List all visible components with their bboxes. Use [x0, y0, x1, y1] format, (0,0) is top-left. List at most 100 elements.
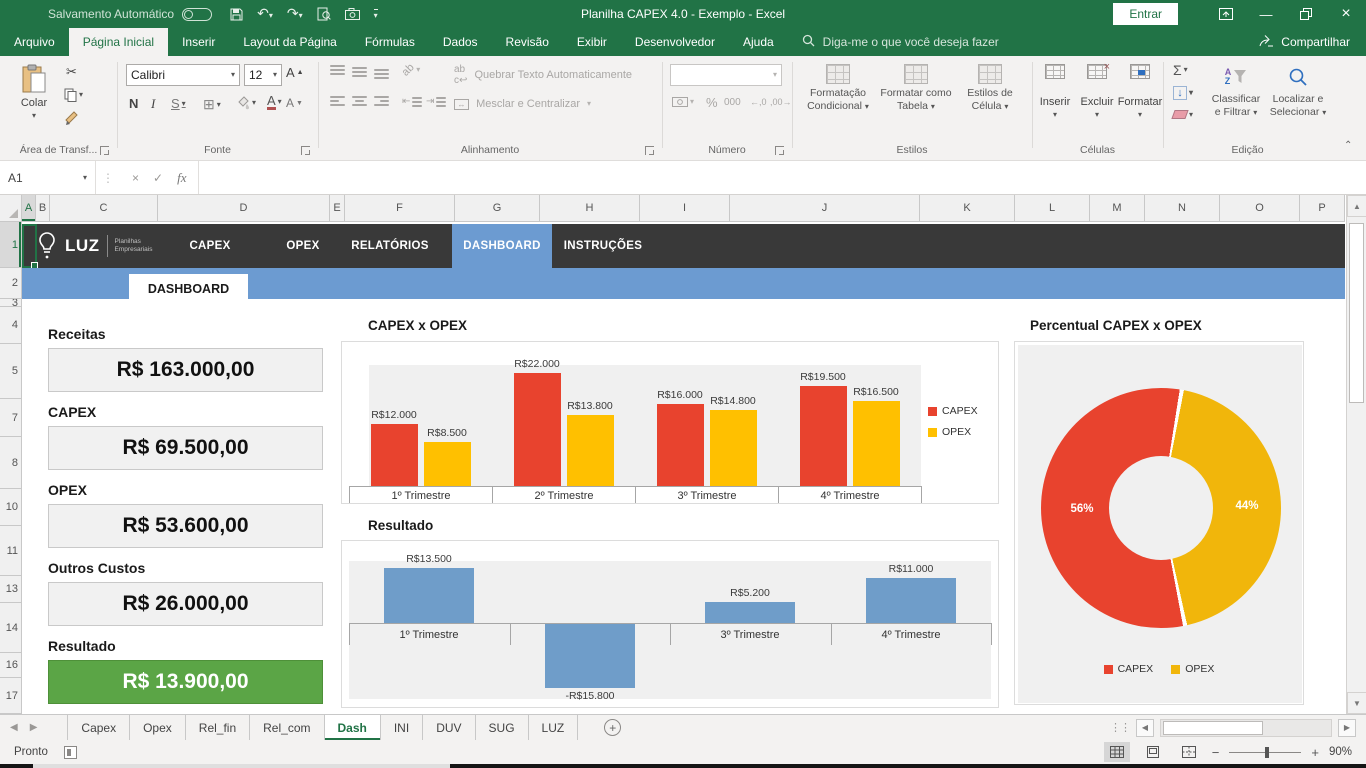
column-header-G[interactable]: G — [455, 195, 540, 221]
font-name-combo[interactable]: Calibri▾ — [126, 64, 240, 86]
column-header-L[interactable]: L — [1015, 195, 1090, 221]
sheet-tab-dash[interactable]: Dash — [325, 715, 381, 740]
comma-style-button[interactable]: 000 — [724, 97, 741, 108]
tab-desenvolvedor[interactable]: Desenvolvedor — [621, 28, 729, 56]
wrap-text-button[interactable]: abc↩ Quebrar Texto Automaticamente — [454, 64, 632, 86]
nav-item-opex[interactable]: OPEX — [270, 224, 336, 268]
collapse-ribbon-button[interactable]: ⌃ — [1344, 140, 1352, 151]
tab-dados[interactable]: Dados — [429, 28, 492, 56]
cut-button[interactable]: ✂ — [66, 64, 77, 80]
scrollbar-splitter[interactable]: ⋮⋮ — [1110, 721, 1130, 734]
format-painter-button[interactable] — [65, 111, 79, 125]
cancel-entry-icon[interactable]: × — [132, 171, 139, 185]
sheet-tab-sug[interactable]: SUG — [476, 715, 529, 740]
nav-item-dashboard[interactable]: DASHBOARD — [452, 224, 552, 268]
vertical-scrollbar[interactable]: ▲ ▼ — [1346, 195, 1366, 714]
sheet-tab-luz[interactable]: LUZ — [529, 715, 579, 740]
zoom-slider[interactable] — [1229, 752, 1301, 753]
sheet-nav-right-icon[interactable]: ▶ — [30, 722, 38, 733]
sheet-tab-rel_com[interactable]: Rel_com — [250, 715, 324, 740]
column-header-H[interactable]: H — [540, 195, 640, 221]
insert-function-icon[interactable]: fx — [177, 170, 186, 186]
vertical-scroll-thumb[interactable] — [1349, 223, 1364, 403]
align-bottom-icon[interactable] — [374, 69, 389, 79]
align-right-icon[interactable] — [374, 96, 389, 106]
print-preview-icon[interactable] — [317, 7, 331, 21]
column-header-B[interactable]: B — [36, 195, 50, 221]
underline-button[interactable]: S▾ — [171, 96, 186, 111]
row-header-3[interactable]: 3 — [0, 299, 21, 307]
paste-button[interactable]: Colar ▾ — [10, 60, 58, 140]
font-size-combo[interactable]: 12▾ — [244, 64, 282, 86]
normal-view-button[interactable] — [1104, 742, 1130, 762]
decrease-indent-icon[interactable]: ⇤ — [402, 96, 422, 107]
align-top-icon[interactable] — [330, 65, 345, 75]
italic-button[interactable]: I — [151, 96, 155, 112]
tab-ajuda[interactable]: Ajuda — [729, 28, 788, 56]
zoom-slider-handle[interactable] — [1265, 747, 1269, 758]
cell-styles-button[interactable]: Estilos deCélula ▾ — [958, 60, 1022, 140]
camera-icon[interactable] — [345, 8, 360, 20]
tab-revisão[interactable]: Revisão — [492, 28, 563, 56]
column-header-M[interactable]: M — [1090, 195, 1145, 221]
font-dialog-launcher[interactable] — [301, 146, 310, 155]
row-header-2[interactable]: 2 — [0, 268, 21, 299]
zoom-out-icon[interactable]: − — [1212, 745, 1220, 760]
chart-resultado[interactable]: 1º Trimestre2º Trimestre3º Trimestre4º T… — [341, 540, 999, 708]
tab-exibir[interactable]: Exibir — [563, 28, 621, 56]
zoom-in-icon[interactable]: + — [1311, 745, 1319, 760]
column-header-P[interactable]: P — [1300, 195, 1345, 221]
sheet-nav-left-icon[interactable]: ◀ — [10, 722, 18, 733]
sort-filter-button[interactable]: AZ Classificare Filtrar ▾ — [1205, 60, 1267, 140]
column-header-E[interactable]: E — [330, 195, 345, 221]
align-left-icon[interactable] — [330, 96, 345, 106]
select-all-corner[interactable] — [0, 195, 22, 222]
page-layout-view-button[interactable] — [1140, 742, 1166, 762]
nav-item-relatórios[interactable]: RELATÓRIOS — [342, 224, 438, 268]
formula-input[interactable] — [199, 161, 1366, 194]
row-header-8[interactable]: 8 — [0, 437, 21, 489]
conditional-formatting-button[interactable]: FormataçãoCondicional ▾ — [802, 60, 874, 140]
column-header-N[interactable]: N — [1145, 195, 1220, 221]
tab-página-inicial[interactable]: Página Inicial — [69, 28, 168, 56]
number-dialog-launcher[interactable] — [775, 146, 784, 155]
row-header-17[interactable]: 17 — [0, 678, 21, 714]
ribbon-display-options-icon[interactable] — [1206, 0, 1246, 28]
alignment-dialog-launcher[interactable] — [645, 146, 654, 155]
nav-item-capex[interactable]: CAPEX — [178, 224, 242, 268]
scroll-right-button[interactable]: ▶ — [1338, 719, 1356, 737]
chart-capex-opex[interactable]: 1º Trimestre2º Trimestre3º Trimestre4º T… — [341, 341, 999, 504]
horizontal-scrollbar[interactable]: ⋮⋮ ◀ ▶ — [1110, 715, 1366, 740]
new-sheet-button[interactable]: + — [604, 719, 621, 736]
tab-arquivo[interactable]: Arquivo — [0, 28, 69, 56]
find-select-button[interactable]: Localizar eSelecionar ▾ — [1267, 60, 1329, 140]
column-header-K[interactable]: K — [920, 195, 1015, 221]
macro-record-icon[interactable] — [64, 746, 77, 759]
column-header-I[interactable]: I — [640, 195, 730, 221]
name-box[interactable]: A1▾ — [0, 161, 96, 194]
grow-font-button[interactable]: A▲ — [286, 65, 304, 80]
column-header-C[interactable]: C — [50, 195, 158, 221]
horizontal-scroll-track[interactable] — [1160, 719, 1332, 737]
sheet-tab-opex[interactable]: Opex — [130, 715, 186, 740]
row-header-5[interactable]: 5 — [0, 344, 21, 399]
clipboard-dialog-launcher[interactable] — [100, 146, 109, 155]
row-header-10[interactable]: 10 — [0, 489, 21, 526]
row-header-7[interactable]: 7 — [0, 399, 21, 437]
undo-icon[interactable]: ↶▾ — [257, 7, 273, 22]
merge-center-button[interactable]: ↔ Mesclar e Centralizar ▾ — [454, 98, 591, 110]
scroll-left-button[interactable]: ◀ — [1136, 719, 1154, 737]
copy-button[interactable]: ▾ — [64, 88, 83, 102]
column-header-J[interactable]: J — [730, 195, 920, 221]
nav-item-instruções[interactable]: INSTRUÇÕES — [556, 224, 650, 268]
sheet-tab-capex[interactable]: Capex — [67, 715, 130, 740]
orientation-button[interactable]: ab▾ — [402, 64, 420, 76]
confirm-entry-icon[interactable]: ✓ — [153, 171, 163, 185]
align-center-icon[interactable] — [352, 96, 367, 106]
save-icon[interactable] — [230, 8, 243, 21]
horizontal-scroll-thumb[interactable] — [1163, 721, 1263, 735]
percent-style-button[interactable]: % — [706, 95, 718, 110]
column-header-A[interactable]: A — [22, 195, 36, 221]
increase-decimal-button[interactable]: ←,0 — [750, 97, 767, 107]
chart-percentual[interactable]: 56% 44% CAPEXOPEX — [1014, 341, 1304, 705]
